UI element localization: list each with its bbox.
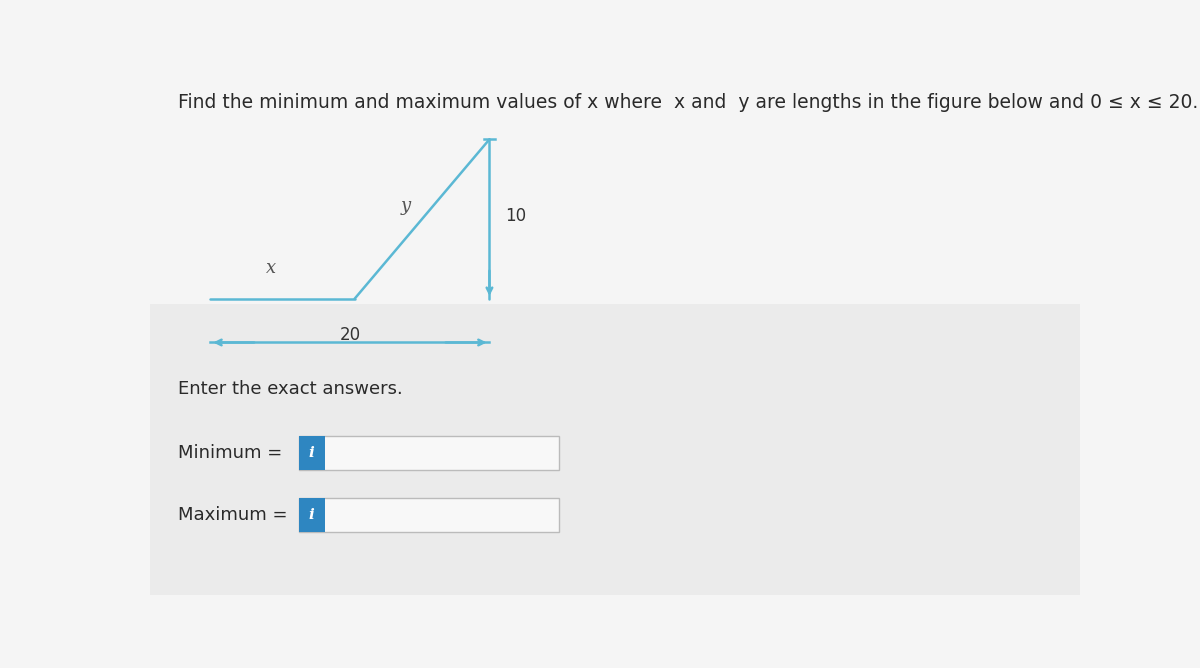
Text: Maximum =: Maximum = [178, 506, 288, 524]
Text: 10: 10 [505, 208, 527, 226]
Text: x: x [266, 259, 276, 277]
Text: Find the minimum and maximum values of x where  x and  y are lengths in the figu: Find the minimum and maximum values of x… [178, 93, 1198, 112]
Text: i: i [308, 446, 314, 460]
Text: i: i [308, 508, 314, 522]
Bar [299, 436, 325, 470]
Bar [299, 436, 559, 470]
Text: Minimum =: Minimum = [178, 444, 282, 462]
Bar [299, 498, 325, 532]
Bar [150, 304, 1080, 595]
Text: 20: 20 [340, 326, 360, 344]
Text: y: y [401, 197, 410, 215]
Text: Enter the exact answers.: Enter the exact answers. [178, 380, 403, 397]
Bar [299, 498, 559, 532]
